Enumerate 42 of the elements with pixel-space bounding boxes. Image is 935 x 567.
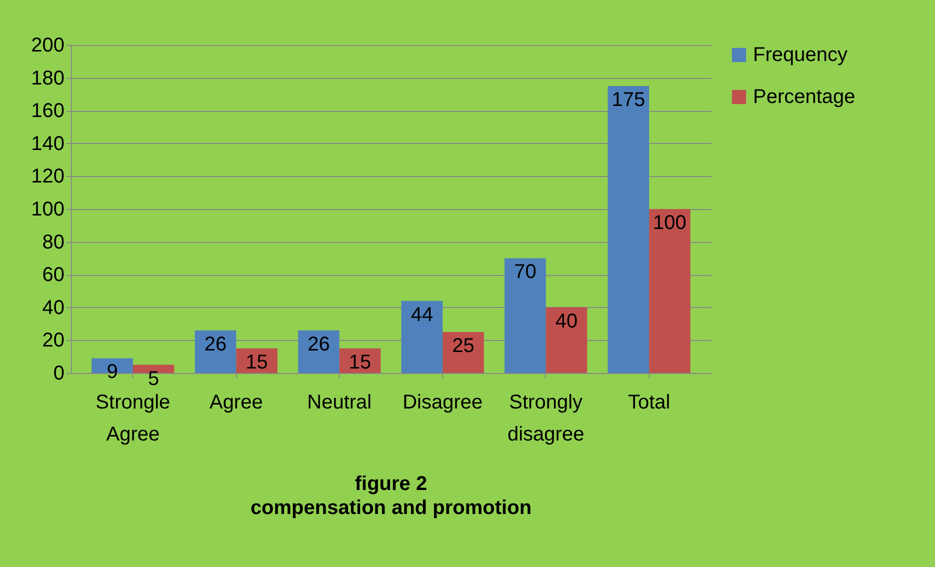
bar: [504, 258, 546, 373]
legend-label: Percentage: [753, 86, 856, 108]
y-tick-label: 0: [53, 362, 64, 384]
data-label: 40: [555, 310, 578, 332]
data-label: 9: [106, 361, 118, 384]
y-tick-label: 100: [31, 198, 64, 220]
data-label: 44: [410, 304, 434, 326]
y-tick-label: 80: [42, 231, 64, 254]
bar: [401, 300, 443, 373]
data-label: 25: [452, 335, 474, 357]
bar: [608, 86, 650, 373]
data-label: 15: [246, 351, 268, 374]
x-tick-label: Total: [628, 392, 670, 414]
legend-label: Frequency: [753, 44, 848, 66]
y-tick-label: 20: [42, 330, 64, 352]
y-tick-label: 160: [31, 100, 64, 122]
y-tick-label: 180: [31, 67, 64, 90]
bar: [298, 330, 340, 373]
data-label: 100: [653, 212, 686, 234]
y-tick-label: 140: [31, 132, 64, 155]
data-label: 5: [148, 368, 160, 390]
x-tick-label: Agree: [209, 392, 263, 414]
y-tick-label: 200: [31, 34, 64, 56]
x-tick-label: Neutral: [307, 392, 372, 414]
bar: [442, 332, 484, 373]
bar: [546, 307, 588, 373]
bar: [132, 364, 174, 373]
y-tick-label: 60: [42, 264, 64, 286]
data-label: 175: [612, 89, 646, 111]
bar: [649, 209, 690, 373]
y-tick-label: 120: [31, 166, 64, 188]
data-label: 26: [308, 333, 330, 356]
data-label: 70: [514, 261, 536, 284]
text: compensation and promotion: [250, 497, 532, 519]
text: figure 2: [354, 473, 428, 495]
x-tick-label: Strongle Agree: [96, 392, 170, 446]
data-label: 26: [204, 333, 227, 356]
x-tick-label: Strongly disagree: [507, 392, 584, 446]
bar: [194, 330, 236, 373]
x-tick-label: Disagree: [402, 392, 483, 414]
data-label: 15: [348, 351, 372, 374]
y-tick-label: 40: [42, 296, 64, 319]
